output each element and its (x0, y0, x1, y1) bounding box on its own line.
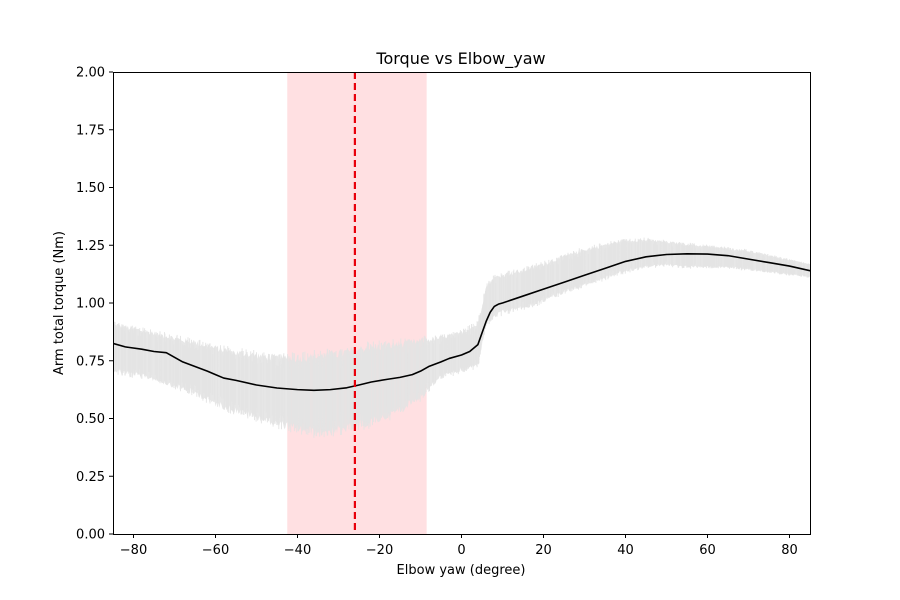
x-tick-label: 20 (535, 543, 552, 558)
y-tick-label: 0.50 (76, 412, 105, 427)
x-tick-label: 0 (457, 543, 465, 558)
x-tick-label: −80 (120, 543, 147, 558)
x-tick-label: −40 (284, 543, 311, 558)
x-tick-label: −20 (366, 543, 393, 558)
x-tick-label: 80 (781, 543, 798, 558)
x-tick-label: 60 (699, 543, 716, 558)
y-tick-label: 1.50 (76, 181, 105, 196)
y-tick-label: 0.75 (76, 354, 105, 369)
y-tick-label: 2.00 (76, 66, 105, 81)
y-tick-label: 1.25 (76, 239, 105, 254)
x-tick-label: −60 (202, 543, 229, 558)
plot-background (113, 72, 810, 534)
y-axis-title: Arm total torque (Nm) (52, 231, 67, 375)
y-axis: 0.00 0.25 0.50 0.75 1.00 1.25 1.50 1.75 2.00 (76, 66, 113, 543)
y-tick-label: 0.25 (76, 470, 105, 485)
smoothed-torque-line (113, 253, 810, 392)
y-tick-label: 0.00 (76, 528, 105, 543)
chart-title: Torque vs Elbow_yaw (375, 49, 545, 69)
x-axis: −80 −60 −40 −20 0 20 40 60 80 (120, 534, 798, 558)
y-tick-label: 1.00 (76, 297, 105, 312)
x-axis-title: Elbow yaw (degree) (397, 563, 526, 578)
y-tick-label: 1.75 (76, 123, 105, 138)
x-tick-label: 40 (617, 543, 634, 558)
highlight-span (287, 72, 427, 534)
